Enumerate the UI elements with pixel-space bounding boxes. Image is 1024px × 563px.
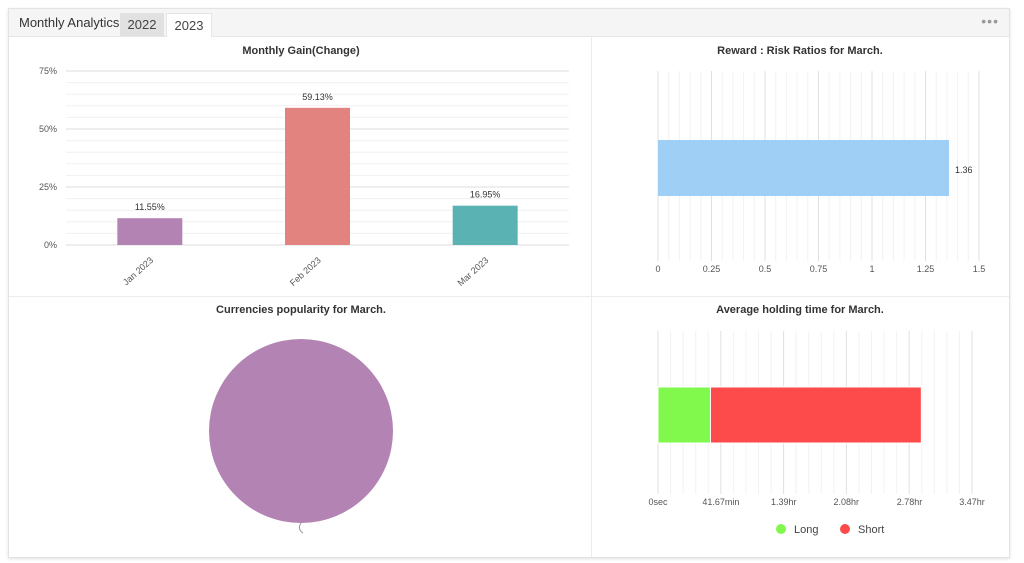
widget-header: Monthly Analytics 2022 2023 •••	[9, 9, 1009, 37]
holding-bar-long	[657, 386, 711, 444]
x-tick-label: 1.39hr	[771, 497, 797, 507]
gain-bar	[285, 107, 350, 246]
x-tick-label: 41.67min	[702, 497, 739, 507]
x-tick-label: 3.47hr	[959, 497, 985, 507]
x-tick-label: Feb 2023	[288, 255, 323, 288]
x-tick-label: Mar 2023	[456, 255, 491, 288]
reward-risk-bar	[658, 140, 950, 196]
x-tick-label: 1.25	[917, 264, 935, 274]
legend-label-long: Long	[794, 524, 818, 536]
x-tick-label: 0.75	[810, 264, 828, 274]
x-tick-label: 2.78hr	[897, 497, 923, 507]
x-tick-label: 1.5	[973, 264, 986, 274]
legend-label-short: Short	[858, 524, 884, 536]
tab-2022[interactable]: 2022	[120, 13, 164, 36]
gain-bar	[452, 205, 518, 245]
monthly-gain-title: Monthly Gain(Change)	[242, 45, 360, 57]
x-tick-label: 0sec	[648, 497, 668, 507]
reward-risk-title: Reward : Risk Ratios for March.	[717, 45, 883, 57]
widget-title: Monthly Analytics	[19, 15, 120, 30]
gain-bar-label: 11.55%	[135, 202, 165, 212]
gain-bar	[117, 218, 183, 245]
legend-marker-short	[840, 524, 850, 534]
y-tick-label: 75%	[39, 66, 57, 76]
y-tick-label: 25%	[39, 182, 57, 192]
x-tick-label: 1	[869, 264, 874, 274]
y-tick-label: 50%	[39, 124, 57, 134]
x-tick-label: 2.08hr	[833, 497, 859, 507]
pie-slice	[209, 339, 393, 523]
tab-2023[interactable]: 2023	[166, 13, 212, 37]
gain-bar-label: 16.95%	[470, 190, 501, 200]
x-tick-label: Jan 2023	[121, 255, 155, 287]
x-tick-label: 0.5	[759, 264, 772, 274]
x-tick-label: 0	[655, 264, 660, 274]
gain-bar-label: 59.13%	[302, 92, 333, 102]
legend-marker-long	[776, 524, 786, 534]
charts-canvas: Monthly Gain(Change) 0% 25% 50% 75% 11.55% Jan…	[39, 45, 986, 536]
holding-time-title: Average holding time for March.	[716, 304, 884, 316]
holding-bar-short	[709, 386, 922, 444]
pie-connector	[298, 522, 304, 534]
horizontal-divider	[9, 296, 1009, 297]
reward-risk-label: 1.36	[955, 165, 973, 175]
ellipsis-icon[interactable]: •••	[981, 13, 999, 29]
y-tick-label: 0%	[44, 240, 57, 250]
currencies-title: Currencies popularity for March.	[216, 304, 386, 316]
monthly-analytics-widget: Monthly Analytics 2022 2023 ••• Monthly …	[8, 8, 1010, 558]
x-tick-label: 0.25	[703, 264, 721, 274]
